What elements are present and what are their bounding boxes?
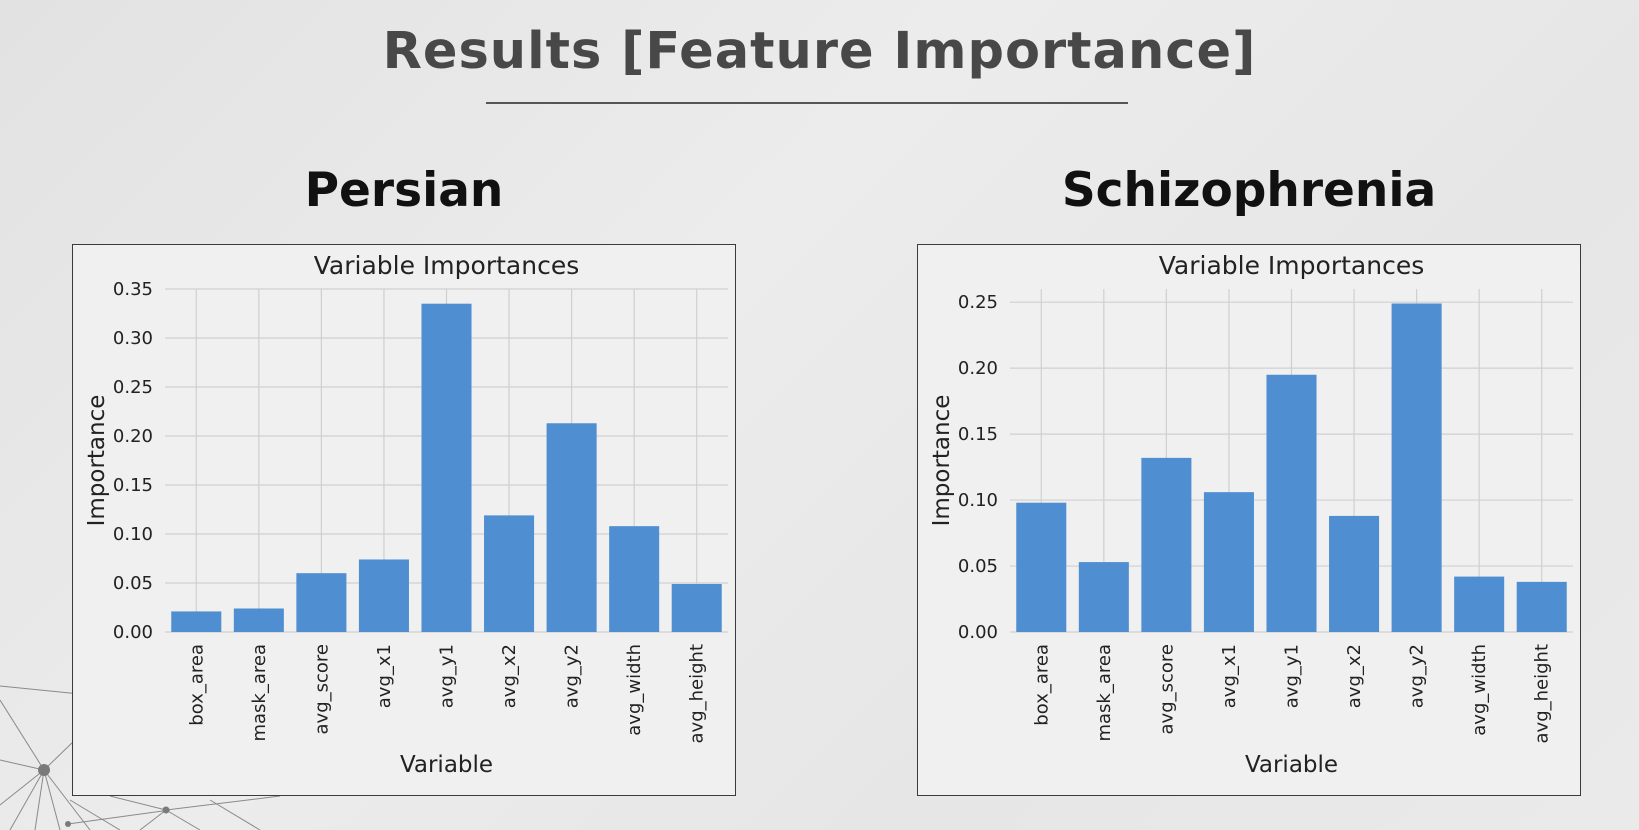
title-underline	[486, 102, 1128, 104]
x-tick-label: avg_y2	[1407, 644, 1428, 708]
x-tick-label: box_area	[186, 644, 207, 726]
bar-chart-persian: 0.00 0.05 0.10 0.15 0.20 0.25 0.30 0.35 box_area…	[84, 251, 728, 778]
chart-title: Variable Importances	[314, 251, 579, 280]
x-axis-label: Variable	[1245, 752, 1338, 778]
y-tick-label: 0.25	[958, 292, 998, 313]
bar-avg_x2	[1329, 515, 1380, 632]
y-tick-label: 0.25	[113, 377, 153, 398]
chart-heading-schizophrenia: Schizophrenia	[1061, 163, 1437, 218]
x-tick-label: box_area	[1031, 644, 1052, 726]
y-tick-label: 0.20	[958, 358, 998, 379]
bar-avg_y1	[421, 303, 472, 632]
chart-title: Variable Importances	[1159, 251, 1424, 280]
bar-avg_score	[1141, 457, 1192, 632]
slide-title: Results [Feature Importance]	[382, 22, 1257, 81]
x-tick-label: avg_width	[1469, 644, 1490, 736]
y-tick-label: 0.15	[113, 475, 153, 496]
y-tick-label: 0.20	[113, 426, 153, 447]
x-tick-label: avg_height	[1532, 644, 1553, 743]
x-tick-label: avg_score	[1156, 644, 1177, 734]
bar-avg_y2	[546, 423, 597, 632]
x-tick-label: mask_area	[1094, 644, 1115, 742]
bar-avg_width	[1454, 576, 1505, 632]
x-axis-label: Variable	[400, 752, 493, 778]
y-tick-label: 0.35	[113, 279, 153, 300]
chart-schizophrenia: 0.00 0.05 0.10 0.15 0.20 0.25 box_area mask_are…	[917, 244, 1581, 796]
bar-avg_height	[671, 583, 722, 632]
bar-mask_area	[1078, 562, 1129, 632]
x-tick-label: avg_x2	[499, 644, 520, 708]
bar-box_area	[1016, 502, 1067, 632]
chart-heading-persian: Persian	[304, 163, 504, 218]
x-tick-label: avg_x1	[374, 644, 395, 708]
x-tick-label: avg_y1	[1282, 644, 1303, 708]
y-tick-label: 0.10	[958, 490, 998, 511]
x-tick-label: avg_height	[687, 644, 708, 743]
bar-avg_height	[1516, 581, 1567, 632]
bar-avg_width	[609, 526, 660, 632]
x-tick-label: avg_width	[624, 644, 645, 736]
bar-chart-schizophrenia: 0.00 0.05 0.10 0.15 0.20 0.25 box_area mask_are…	[929, 251, 1573, 778]
bar-avg_x2	[484, 515, 535, 632]
bar-avg_y1	[1266, 374, 1317, 632]
y-tick-label: 0.00	[113, 622, 153, 643]
bar-box_area	[171, 611, 222, 632]
bar-avg_x1	[1203, 492, 1254, 632]
x-tick-label: avg_score	[311, 644, 332, 734]
chart-persian: 0.00 0.05 0.10 0.15 0.20 0.25 0.30 0.35 box_area…	[72, 244, 736, 796]
y-tick-label: 0.30	[113, 328, 153, 349]
y-tick-label: 0.15	[958, 424, 998, 445]
x-tick-label: mask_area	[249, 644, 270, 742]
bar-avg_score	[296, 573, 347, 632]
network-decoration	[0, 685, 281, 830]
x-tick-label: avg_y1	[437, 644, 458, 708]
y-axis-label: Importance	[929, 395, 955, 527]
y-tick-label: 0.05	[958, 556, 998, 577]
x-tick-label: avg_x1	[1219, 644, 1240, 708]
y-tick-label: 0.10	[113, 524, 153, 545]
y-tick-label: 0.00	[958, 622, 998, 643]
y-axis-label: Importance	[84, 395, 110, 527]
x-tick-label: avg_x2	[1344, 644, 1365, 708]
bar-mask_area	[233, 608, 284, 632]
bar-avg_x1	[358, 559, 409, 632]
bar-avg_y2	[1391, 303, 1442, 632]
x-tick-label: avg_y2	[562, 644, 583, 708]
y-tick-label: 0.05	[113, 573, 153, 594]
